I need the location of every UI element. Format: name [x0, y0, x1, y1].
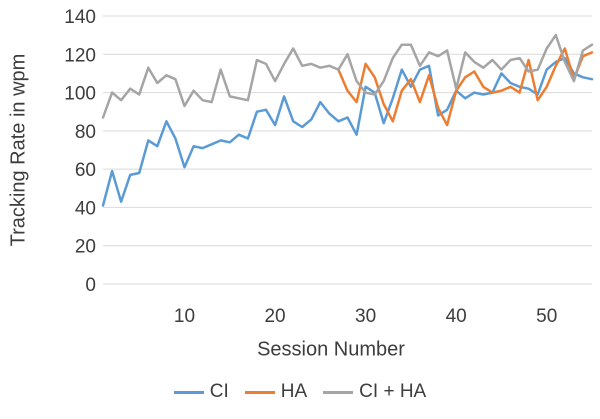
y-axis-title: Tracking Rate in wpm	[7, 53, 30, 247]
x-tick-label: 20	[264, 306, 285, 327]
y-tick-label: 140	[64, 7, 96, 28]
y-tick-label: 80	[75, 122, 96, 143]
y-tick-label: 40	[75, 198, 96, 219]
legend-swatch-ci	[173, 390, 204, 394]
ci-plus-ha-line	[101, 33, 594, 119]
y-tick-labels: 0 20 40 60 80 100 120 140	[64, 7, 96, 296]
x-axis-title: Session Number	[257, 338, 405, 361]
x-tick-labels: 10 20 30 40 50	[174, 306, 557, 327]
legend-item-ci-plus-ha: CI + HA	[323, 381, 426, 403]
y-tick-label: 20	[75, 237, 96, 258]
legend-label-ci: CI	[209, 381, 229, 402]
y-tick-label: 60	[75, 160, 96, 181]
y-tick-label: 0	[85, 275, 96, 296]
x-tick-label: 10	[174, 306, 195, 327]
x-tick-label: 40	[446, 306, 467, 327]
x-tick-label: 30	[355, 306, 376, 327]
legend-item-ha: HA	[244, 381, 308, 403]
legend-swatch-ha	[244, 390, 275, 394]
legend-label-ci-plus-ha: CI + HA	[359, 381, 427, 402]
y-tick-label: 120	[64, 45, 96, 66]
ha-line	[337, 47, 594, 127]
legend-label-ha: HA	[280, 381, 308, 402]
legend: CI HA CI + HA	[0, 381, 600, 403]
legend-item-ci: CI	[173, 381, 229, 403]
x-tick-label: 50	[536, 306, 557, 327]
ci-line	[101, 56, 594, 207]
legend-swatch-ci-plus-ha	[323, 390, 354, 394]
y-tick-label: 100	[64, 84, 96, 105]
